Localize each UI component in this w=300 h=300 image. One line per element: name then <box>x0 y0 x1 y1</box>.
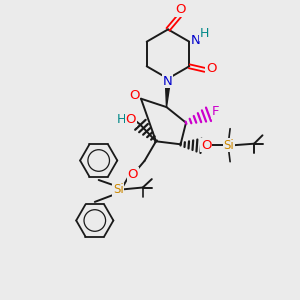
Text: O: O <box>128 168 138 181</box>
Text: O: O <box>176 3 186 16</box>
Text: F: F <box>211 105 219 119</box>
Text: O: O <box>125 113 136 126</box>
Text: H: H <box>200 27 209 40</box>
Text: H: H <box>117 113 127 126</box>
Text: Si: Si <box>223 139 234 152</box>
Text: O: O <box>201 139 212 152</box>
Text: N: N <box>191 34 201 47</box>
Polygon shape <box>165 79 171 107</box>
Text: Si: Si <box>113 183 124 196</box>
Text: O: O <box>129 88 140 102</box>
Text: N: N <box>163 74 172 88</box>
Text: O: O <box>206 62 217 75</box>
